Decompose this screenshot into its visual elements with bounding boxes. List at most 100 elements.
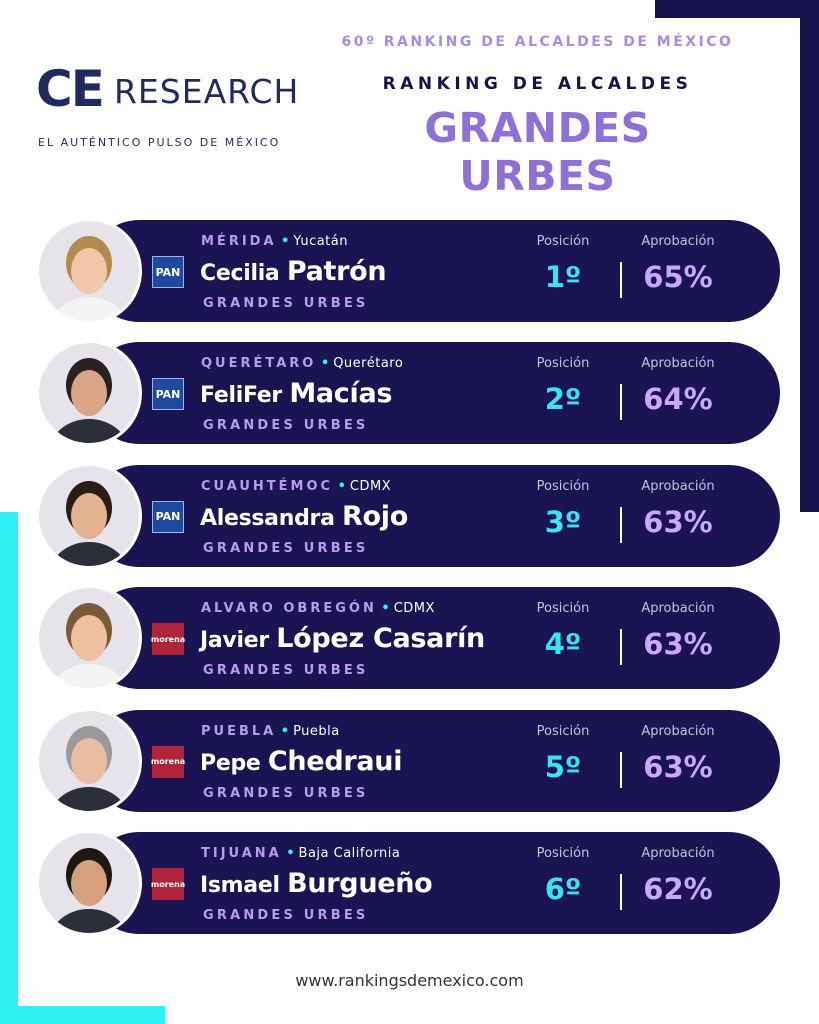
divider [620, 629, 622, 666]
last-name: Chedraui [267, 745, 403, 777]
separator: • [333, 478, 346, 494]
photo [36, 830, 142, 936]
approval: 62% [643, 872, 713, 906]
portrait [50, 480, 128, 566]
face [71, 860, 107, 906]
shoulders [50, 419, 128, 444]
divider [620, 262, 622, 298]
row-card [88, 342, 780, 445]
state: Puebla [293, 723, 340, 739]
position-label: Posición [536, 478, 590, 494]
state: Querétaro [333, 356, 404, 372]
last-name: Rojo [342, 500, 408, 532]
category: GRANDES URBES [203, 785, 369, 801]
first-name: Cecilia [200, 261, 280, 286]
row-card [88, 832, 780, 934]
row-card [88, 587, 780, 690]
name: Javier López Casarín [200, 623, 485, 654]
approval-label: Aprobación [641, 723, 715, 739]
kicker: RANKING DE ALCALDES [382, 74, 693, 94]
position-label: Posición [536, 601, 590, 617]
logo-tagline: EL AUTÉNTICO PULSO DE MÉXICO [38, 136, 281, 149]
party-logo: PAN [152, 378, 184, 411]
row-card [88, 709, 780, 812]
position-label: Posición [536, 356, 590, 372]
frame [0, 512, 18, 1024]
logo-word: RESEARCH [114, 72, 300, 111]
first-name: Pepe [200, 750, 261, 776]
city: ALVARO OBREGÓN [201, 601, 377, 617]
position: 3º [544, 504, 582, 539]
state: CDMX [393, 601, 435, 617]
position: 6º [544, 872, 582, 906]
approval: 64% [643, 382, 713, 417]
approval: 65% [643, 260, 713, 294]
approval: 63% [643, 627, 713, 662]
city-line: PUEBLA • Puebla [201, 724, 340, 739]
divider [620, 751, 622, 788]
first-name: Ismael [200, 873, 280, 898]
approval-label: Aprobación [641, 601, 715, 617]
divider [620, 506, 622, 543]
name: Alessandra Rojo [200, 501, 408, 532]
city: QUERÉTARO [201, 356, 317, 372]
approval-label: Aprobación [641, 846, 715, 861]
separator: • [276, 723, 290, 739]
state: Yucatán [293, 234, 348, 249]
category: GRANDES URBES [203, 908, 369, 923]
state: Baja California [298, 846, 401, 861]
first-name: Alessandra [200, 505, 335, 531]
last-name: López Casarín [276, 623, 485, 655]
shoulders [50, 541, 128, 566]
approval-label: Aprobación [641, 234, 715, 249]
city-line: ALVARO OBREGÓN • CDMX [201, 601, 435, 616]
portrait [50, 725, 128, 811]
photo [36, 585, 142, 692]
party-logo: morena [151, 745, 185, 778]
last-name: Patrón [286, 256, 387, 287]
last-name: Burgueño [287, 868, 433, 899]
city: CUAUHTÉMOC [201, 478, 334, 494]
approval-label: Aprobación [641, 478, 715, 494]
frame [655, 0, 819, 18]
party-logo: PAN [152, 500, 184, 533]
position: 2º [544, 382, 582, 417]
portrait [50, 358, 128, 444]
separator: • [316, 356, 330, 372]
face [71, 370, 107, 417]
name: Pepe Chedraui [200, 746, 402, 777]
logo-mark: CE [36, 60, 105, 118]
position-label: Posición [536, 846, 590, 861]
footer-url: www.rankingsdemexico.com [295, 971, 524, 990]
first-name: Javier [200, 628, 269, 654]
shoulders [50, 297, 128, 321]
approval: 63% [643, 749, 713, 784]
city: MÉRIDA [201, 234, 277, 249]
position: 4º [544, 627, 582, 662]
city-line: TIJUANA • Baja California [201, 846, 400, 861]
photo [36, 340, 142, 447]
portrait [50, 603, 128, 689]
category: GRANDES URBES [203, 296, 369, 311]
separator: • [276, 234, 290, 249]
last-name: Macías [289, 378, 393, 410]
photo [36, 707, 142, 814]
name: Cecilia Patrón [200, 256, 387, 287]
frame [0, 1006, 165, 1024]
party-logo: morena [151, 623, 185, 656]
name: Ismael Burgueño [200, 868, 433, 899]
first-name: FeliFer [200, 383, 282, 409]
name: FeliFer Macías [200, 378, 392, 409]
position: 5º [544, 749, 582, 784]
edition: 60º RANKING DE ALCALDES DE MÉXICO [341, 34, 734, 50]
position: 1º [544, 260, 582, 294]
position-label: Posición [536, 234, 590, 249]
party-logo: morena [151, 868, 185, 900]
category: GRANDES URBES [203, 540, 369, 556]
face [71, 492, 107, 539]
city-line: QUERÉTARO • Querétaro [201, 356, 403, 371]
approval: 63% [643, 504, 713, 539]
portrait [50, 848, 128, 933]
